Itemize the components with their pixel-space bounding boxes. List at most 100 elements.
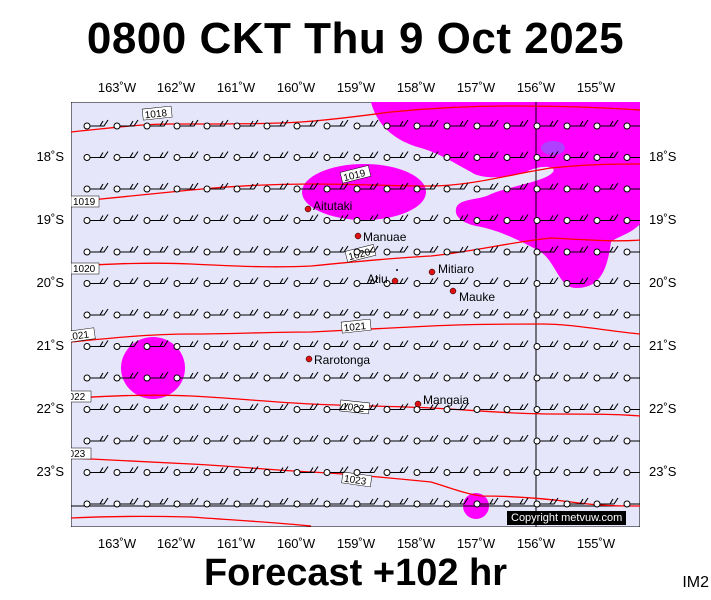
wind-barb [533, 308, 559, 319]
wind-barb [233, 277, 259, 287]
lat-label-right: 19˚S [649, 212, 677, 227]
wind-barb [143, 245, 169, 256]
copyright-notice: Copyright metvuw.com [507, 511, 627, 525]
place-label-atiu: Atiu [367, 272, 388, 286]
wind-barb [503, 119, 529, 130]
wind-barb [413, 371, 439, 382]
wind-barb [83, 497, 109, 508]
wind-barb [203, 119, 229, 130]
wind-barb [233, 308, 259, 319]
wind-barb [83, 466, 109, 476]
wind-barb [383, 151, 409, 161]
svg-text:1020: 1020 [73, 264, 96, 275]
lon-label-top: 157˚W [456, 80, 496, 95]
marker-mitiaro [428, 268, 436, 276]
forecast-hour: Forecast +102 hr [203, 552, 508, 594]
wind-barb [353, 277, 379, 287]
wind-barb [83, 245, 109, 256]
wind-barb [443, 182, 469, 193]
wind-barb [443, 245, 469, 256]
wind-barb [203, 497, 229, 508]
wind-barb [623, 374, 640, 382]
wind-barb [263, 245, 289, 256]
wind-barb [293, 466, 319, 476]
lon-label-top: 155˚W [576, 80, 616, 95]
wind-barb [233, 340, 259, 350]
svg-text:1021: 1021 [343, 321, 367, 334]
wind-barb [353, 371, 379, 382]
wind-barb [353, 119, 379, 130]
wind-barb [323, 340, 349, 350]
wind-barb [173, 308, 199, 319]
wind-barb [563, 371, 589, 382]
wind-barb [593, 371, 619, 382]
wind-barb [293, 340, 319, 350]
place-label-mangaia: Mangaia [423, 393, 469, 407]
wind-barb [533, 119, 559, 130]
wind-barb [443, 340, 469, 350]
wind-barb [353, 403, 379, 413]
wind-barb [323, 277, 349, 287]
wind-barb [173, 340, 199, 350]
wind-barb [263, 371, 289, 382]
wind-barb [113, 245, 139, 256]
wind-barb [263, 434, 289, 445]
wind-barb [233, 119, 259, 130]
wind-barb [173, 245, 199, 256]
wind-barb [293, 434, 319, 445]
wind-barb [473, 214, 499, 224]
wind-barb [623, 154, 640, 161]
wind-barb [173, 119, 199, 130]
marker-mangaia [414, 400, 422, 408]
wind-barb [533, 466, 559, 476]
marker-aitutaki [304, 205, 312, 213]
wind-barb [293, 308, 319, 319]
wind-barb [473, 182, 499, 193]
wind-barb [533, 214, 559, 224]
wind-barb [83, 403, 109, 413]
wind-barb [593, 466, 619, 476]
wind-barb [383, 340, 409, 350]
wind-barb [503, 308, 529, 319]
wind-barb [623, 311, 640, 319]
wind-barb [383, 466, 409, 476]
wind-barb [143, 214, 169, 224]
wind-barb [473, 277, 499, 287]
rain-area-west [121, 337, 185, 399]
lon-label-bottom: 163˚W [97, 536, 137, 551]
wind-barb [593, 497, 619, 508]
wind-barb [143, 308, 169, 319]
lon-label-bottom: 157˚W [456, 536, 496, 551]
wind-barb [563, 277, 589, 287]
wind-barb [533, 497, 559, 508]
lon-label-top: 156˚W [516, 80, 556, 95]
wind-barb [173, 497, 199, 508]
wind-barb [233, 466, 259, 476]
wind-barb [563, 214, 589, 224]
wind-barb [203, 151, 229, 161]
wind-barb [443, 119, 469, 130]
wind-barb [413, 151, 439, 161]
wind-barb [83, 434, 109, 445]
lat-label-right: 18˚S [649, 149, 677, 164]
wind-barb [503, 245, 529, 256]
svg-text:1023: 1023 [71, 449, 86, 460]
wind-barb [83, 182, 109, 193]
wind-barb [83, 151, 109, 161]
wind-barb [173, 277, 199, 287]
wind-barb [473, 340, 499, 350]
wind-barb [443, 371, 469, 382]
wind-barb [353, 245, 379, 256]
wind-barb [83, 308, 109, 319]
wind-barb [503, 340, 529, 350]
isobar-label: 1022 [71, 390, 92, 403]
wind-barb [443, 497, 469, 508]
wind-barb [143, 371, 169, 382]
wind-barb [503, 182, 529, 193]
wind-barb [383, 403, 409, 413]
wind-barb [563, 434, 589, 445]
svg-text:1023: 1023 [343, 474, 367, 488]
wind-barb [323, 371, 349, 382]
wind-barb [503, 151, 529, 161]
wind-barb [263, 466, 289, 476]
